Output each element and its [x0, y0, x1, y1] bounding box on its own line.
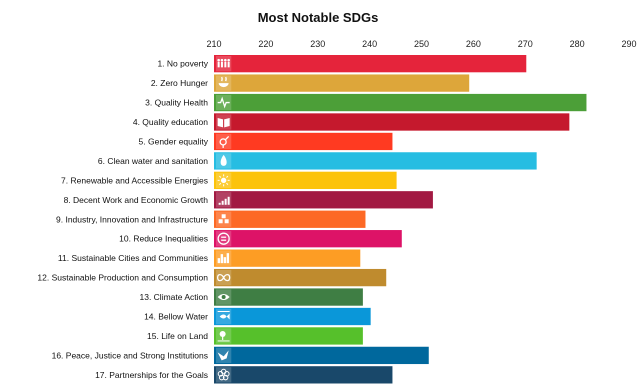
category-labels: 1. No poverty 2. Zero Hunger 3. Quality He… — [37, 59, 208, 380]
cubes-icon — [216, 211, 232, 227]
chart-title: Most Notable SDGs — [258, 10, 379, 25]
sun-icon — [216, 172, 232, 188]
category-label: 2. Zero Hunger — [151, 78, 208, 88]
bar — [214, 307, 371, 326]
bar — [214, 249, 361, 267]
category-label: 14. Bellow Water — [144, 312, 208, 322]
bar — [214, 327, 363, 345]
bar — [214, 366, 393, 384]
bar — [214, 55, 527, 73]
category-label: 6. Clean water and sanitation — [98, 156, 208, 166]
x-axis-ticks: 210 220 230 240 250 260 270 280 290 — [206, 39, 636, 49]
bar — [214, 132, 393, 151]
category-label: 9. Industry, Innovation and Infrastructu… — [56, 214, 208, 224]
category-label: 5. Gender equality — [139, 136, 209, 146]
bar — [214, 74, 470, 92]
bar — [214, 191, 433, 209]
x-tick-label: 230 — [310, 39, 325, 49]
x-tick-label: 260 — [466, 39, 481, 49]
bar — [214, 230, 402, 248]
x-tick-label: 250 — [414, 39, 429, 49]
eye-globe-icon — [216, 289, 232, 305]
people-icon — [216, 56, 232, 72]
flower-ring-icon — [216, 367, 232, 383]
bar — [214, 210, 366, 228]
category-label: 10. Reduce Inequalities — [119, 234, 208, 244]
bar — [214, 113, 570, 131]
bar — [214, 93, 587, 112]
bar — [214, 171, 397, 189]
category-label: 3. Quality Health — [145, 98, 208, 108]
bars — [214, 55, 587, 384]
category-label: 13. Climate Action — [139, 292, 208, 302]
x-tick-label: 290 — [621, 39, 636, 49]
category-label: 15. Life on Land — [147, 331, 208, 341]
x-tick-label: 210 — [206, 39, 221, 49]
category-label: 12. Sustainable Production and Consumpti… — [37, 273, 208, 283]
category-label: 8. Decent Work and Economic Growth — [64, 195, 209, 205]
x-tick-label: 220 — [258, 39, 273, 49]
book-icon — [216, 114, 232, 130]
bar — [214, 346, 429, 365]
city-icon — [216, 250, 232, 266]
infinity-icon — [216, 269, 232, 286]
bowl-icon — [216, 75, 232, 91]
category-label: 11. Sustainable Cities and Communities — [58, 253, 208, 263]
gender-icon — [216, 133, 232, 150]
category-label: 1. No poverty — [157, 59, 208, 69]
bar — [214, 152, 537, 170]
x-tick-label: 280 — [570, 39, 585, 49]
category-label: 17. Partnerships for the Goals — [95, 370, 208, 380]
tree-icon — [216, 328, 232, 344]
x-tick-label: 240 — [362, 39, 377, 49]
fish-icon — [216, 308, 232, 325]
x-tick-label: 270 — [518, 39, 533, 49]
category-label: 7. Renewable and Accessible Energies — [61, 175, 208, 185]
equality-icon — [216, 231, 232, 247]
category-label: 16. Peace, Justice and Strong Institutio… — [52, 350, 208, 360]
bar — [214, 288, 363, 306]
category-label: 4. Quality education — [133, 117, 208, 127]
growth-chart-icon — [216, 192, 232, 208]
dove-icon — [216, 347, 232, 364]
water-drop-icon — [216, 153, 232, 169]
bar — [214, 268, 387, 287]
heartbeat-icon — [216, 94, 232, 111]
